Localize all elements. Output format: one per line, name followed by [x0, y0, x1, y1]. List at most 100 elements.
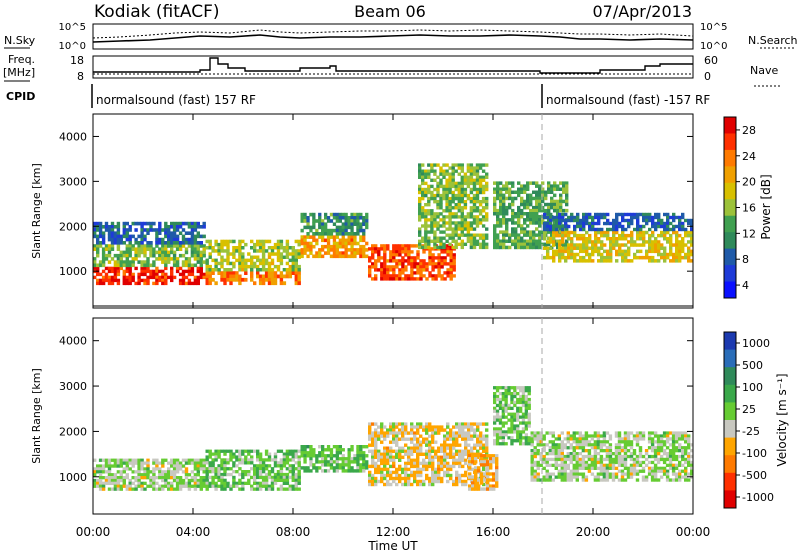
nsearch-label: N.Search — [748, 34, 798, 47]
velocity-cell — [539, 437, 543, 441]
velocity-cell — [659, 454, 664, 459]
velocity-cell — [143, 481, 147, 485]
power-cell — [362, 219, 366, 223]
power-cell — [520, 190, 524, 194]
power-cell — [669, 221, 673, 226]
power-cell — [146, 221, 150, 226]
velocity-cell — [386, 428, 390, 432]
velocity-cell — [638, 463, 643, 467]
velocity-cell — [419, 461, 423, 466]
power-cell — [107, 266, 112, 271]
power-range-tick-label: 2000 — [59, 220, 87, 233]
power-cell — [250, 268, 254, 272]
velocity-cell — [638, 434, 643, 438]
power-cell — [398, 274, 402, 278]
velocity-cell — [285, 475, 290, 480]
power-cell — [267, 281, 272, 286]
velocity-cell — [542, 443, 546, 447]
power-cell — [472, 215, 477, 219]
velocity-cell — [584, 460, 589, 465]
power-cell — [630, 243, 634, 247]
power-cell — [502, 218, 506, 222]
velocity-cell — [501, 415, 505, 419]
power-cell — [493, 236, 497, 240]
velocity-cell — [629, 469, 634, 473]
velocity-cell — [501, 442, 505, 446]
velocity-cell — [662, 460, 667, 465]
power-cell — [541, 242, 545, 247]
power-cell — [517, 224, 521, 228]
power-cell — [424, 190, 428, 195]
power-cell — [359, 248, 363, 252]
power-cell — [538, 224, 542, 228]
velocity-cell — [495, 403, 500, 408]
power-cell — [214, 258, 218, 263]
power-cell — [401, 256, 405, 260]
velocity-cell — [647, 437, 652, 441]
power-cell — [442, 245, 446, 250]
power-cell — [514, 215, 518, 219]
power-cell — [478, 190, 483, 195]
power-cell — [439, 230, 443, 234]
velocity-cell — [181, 478, 186, 483]
power-cell — [196, 257, 200, 261]
velocity-cell — [386, 467, 390, 472]
power-cell — [101, 257, 106, 261]
power-cell — [582, 227, 586, 232]
power-cell — [511, 184, 515, 188]
velocity-cell — [389, 425, 393, 429]
velocity-cell — [113, 464, 118, 468]
power-cell — [329, 228, 334, 233]
velocity-cell — [368, 443, 372, 447]
velocity-cell — [516, 430, 520, 434]
power-cell — [167, 275, 171, 280]
velocity-cell — [590, 466, 595, 470]
noise-panel: N.Sky 10^5 10^0 10^5 10^0 N.Search — [4, 22, 798, 52]
velocity-cell — [656, 469, 661, 473]
power-cell — [621, 215, 625, 220]
velocity-cell — [297, 464, 301, 468]
power-cell — [181, 272, 186, 277]
power-cell — [116, 225, 121, 229]
power-cell — [690, 218, 694, 223]
power-cell — [158, 228, 162, 232]
velocity-cell — [566, 440, 570, 444]
power-cell — [442, 193, 446, 198]
velocity-cell — [377, 458, 381, 462]
power-cell — [538, 221, 542, 225]
power-cell — [642, 230, 646, 235]
velocity-cell — [554, 449, 558, 453]
power-cell — [621, 255, 625, 260]
power-cell — [143, 253, 147, 258]
power-cell — [140, 237, 144, 242]
velocity-cell — [608, 457, 613, 462]
velocity-cell — [167, 470, 171, 474]
velocity-cell — [489, 460, 493, 464]
power-cell — [576, 246, 580, 250]
power-cell — [445, 215, 449, 219]
velocity-cell — [647, 469, 652, 473]
velocity-cell — [220, 472, 224, 477]
power-cell — [511, 239, 515, 243]
velocity-cell — [137, 458, 141, 462]
power-cell — [175, 237, 180, 242]
power-cell — [499, 239, 503, 243]
power-cell — [410, 244, 414, 248]
velocity-cell — [501, 412, 505, 416]
velocity-cell — [410, 452, 414, 456]
velocity-cell — [617, 457, 622, 462]
power-cell — [633, 243, 637, 247]
power-cell — [532, 181, 536, 185]
power-cell — [167, 244, 171, 248]
velocity-cell — [137, 473, 141, 477]
power-cell — [443, 262, 447, 266]
power-cell — [418, 245, 422, 250]
velocity-cell — [486, 478, 490, 482]
velocity-cell — [389, 431, 393, 435]
power-cell — [350, 216, 354, 220]
power-cell — [167, 241, 171, 245]
velocity-cell — [143, 461, 147, 465]
velocity-cell — [425, 464, 429, 469]
power-band-7 — [368, 244, 456, 281]
power-cell — [424, 212, 428, 216]
